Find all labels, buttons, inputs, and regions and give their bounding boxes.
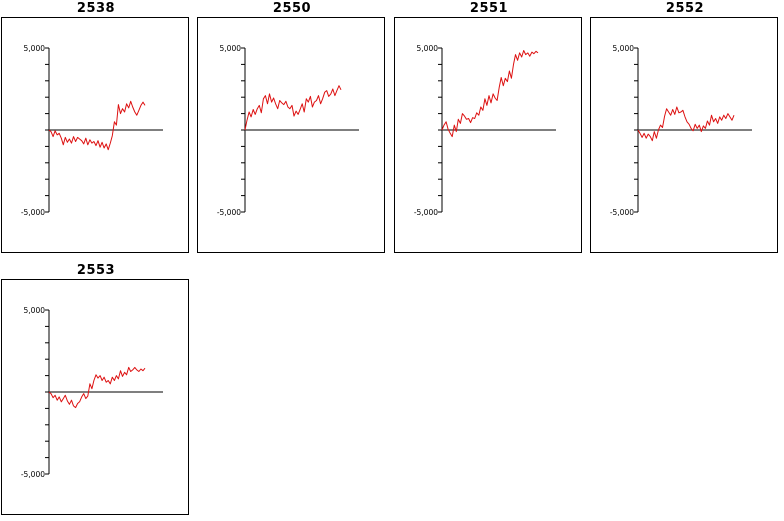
chart-title: 2550: [272, 1, 312, 16]
y-tick-label-max: 5,000: [417, 44, 439, 53]
series-line: [48, 100, 146, 151]
chart-svg: 5,000 -5,000: [21, 44, 163, 217]
y-tick-label-min: -5,000: [21, 208, 45, 217]
y-tick-label-min: -5,000: [217, 208, 241, 217]
y-tick-label-max: 5,000: [24, 306, 46, 315]
chart-panel: 5,000 -5,000: [394, 17, 582, 253]
y-tick-label-max: 5,000: [613, 44, 635, 53]
chart-panel: 5,000 -5,000: [197, 17, 385, 253]
chart-panel: 5,000 -5,000: [590, 17, 778, 253]
chart-title: 2538: [76, 1, 116, 16]
series-line: [244, 85, 342, 131]
chart-svg: 5,000 -5,000: [21, 306, 163, 479]
y-tick-label-max: 5,000: [220, 44, 242, 53]
y-tick-label-max: 5,000: [24, 44, 46, 53]
chart-svg: 5,000 -5,000: [414, 44, 556, 217]
chart-panel: 5,000 -5,000: [1, 279, 189, 515]
chart-title: 2553: [76, 263, 116, 278]
chart-panel: 5,000 -5,000: [1, 17, 189, 253]
chart-svg: 5,000 -5,000: [217, 44, 359, 217]
y-tick-label-min: -5,000: [610, 208, 634, 217]
chart-title: 2551: [469, 1, 509, 16]
y-tick-label-min: -5,000: [414, 208, 438, 217]
series-line: [48, 366, 146, 409]
series-line: [637, 106, 735, 142]
y-tick-label-min: -5,000: [21, 470, 45, 479]
chart-svg: 5,000 -5,000: [610, 44, 752, 217]
series-line: [441, 50, 539, 138]
chart-title: 2552: [665, 1, 705, 16]
